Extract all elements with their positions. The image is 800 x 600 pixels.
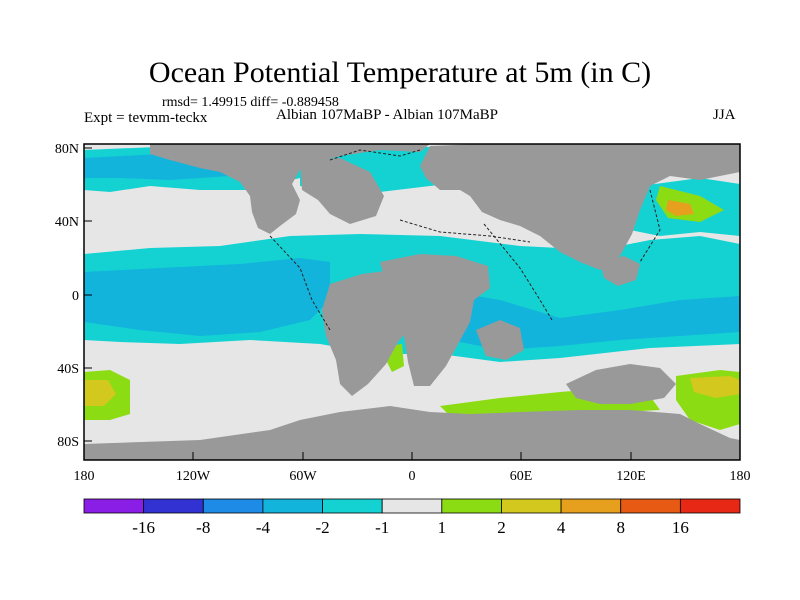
anomaly-band-equatorial-cold: [84, 258, 330, 336]
map-title: Ocean Potential Temperature at 5m (in C): [148, 56, 652, 89]
colorbar-label-6: 2: [497, 518, 506, 537]
landmass-australia: [566, 364, 676, 404]
colorbar-label-1: -8: [196, 518, 210, 537]
colorbar-box-7: [501, 498, 562, 514]
colorbar-label-4: -1: [375, 518, 389, 537]
landmass-europe: [300, 158, 384, 224]
colorbar-box-8: [560, 498, 622, 514]
landmass-greenland-arctic: [230, 144, 300, 168]
colorbar-box-4: [322, 498, 383, 514]
overlay-line-3: [399, 219, 531, 243]
landmass-southeast-asia: [600, 256, 640, 286]
landmass-antarctica: [84, 406, 740, 460]
colorbar-label-9: 16: [672, 518, 689, 537]
lat-label-40s: 40S: [57, 362, 79, 377]
landmass-africa: [380, 254, 490, 386]
overlay-line-1: [269, 235, 331, 331]
landmass-north-america: [150, 144, 430, 234]
colorbar-label-3: -2: [315, 518, 329, 537]
overlay-line-4: [639, 189, 661, 263]
lon-label-60e: 60E: [510, 469, 533, 484]
colorbar-box-5: [381, 498, 443, 514]
stats-line: rmsd= 1.49915 diff= -0.889458: [162, 95, 339, 110]
axis-ticks: [83, 147, 741, 460]
lat-label-0: 0: [72, 289, 79, 304]
land-masses: [84, 144, 740, 460]
colorbar-label-0: -16: [132, 518, 155, 537]
anomaly-warm-orange-northeast: [666, 200, 694, 216]
overlay-line-5: [329, 149, 421, 161]
colorbar: [83, 498, 741, 514]
anomaly-warm-yellow-southwest: [84, 380, 116, 406]
colorbar-label-7: 4: [557, 518, 566, 537]
lon-label-60w: 60W: [289, 469, 317, 484]
lat-label-80s: 80S: [57, 435, 79, 450]
lon-label-120w: 120W: [176, 469, 211, 484]
colorbar-box-2: [202, 498, 264, 514]
lat-label-40n: 40N: [55, 215, 79, 230]
colorbar-box-0: [83, 498, 145, 514]
season-label: JJA: [713, 107, 736, 123]
map-panel: [84, 144, 740, 460]
colorbar-box-6: [441, 498, 502, 514]
coastline-overlays: [269, 149, 661, 331]
landmass-india-madagascar: [476, 320, 524, 360]
anomaly-warm-yellow-southeast: [690, 376, 740, 398]
lon-label-180w: 180: [74, 469, 95, 484]
colorbar-label-8: 8: [616, 518, 625, 537]
experiment-label: Expt = tevmm-teckx: [84, 110, 208, 126]
colorbar-label-2: -4: [256, 518, 271, 537]
colorbar-box-9: [620, 498, 681, 514]
lon-label-0: 0: [409, 469, 416, 484]
overlay-line-2: [483, 223, 553, 321]
lon-label-120e: 120E: [616, 469, 646, 484]
subtitle-label: Albian 107MaBP - Albian 107MaBP: [276, 107, 498, 123]
colorbar-labels: -16 -8 -4 -2 -1 1 2 4 8 16: [132, 518, 689, 537]
lat-label-80n: 80N: [55, 142, 79, 157]
lon-label-180e: 180: [730, 469, 751, 484]
landmass-eurasia: [420, 144, 740, 270]
colorbar-box-3: [262, 498, 323, 514]
colorbar-label-5: 1: [438, 518, 447, 537]
colorbar-box-10: [679, 498, 741, 514]
colorbar-box-1: [143, 498, 204, 514]
